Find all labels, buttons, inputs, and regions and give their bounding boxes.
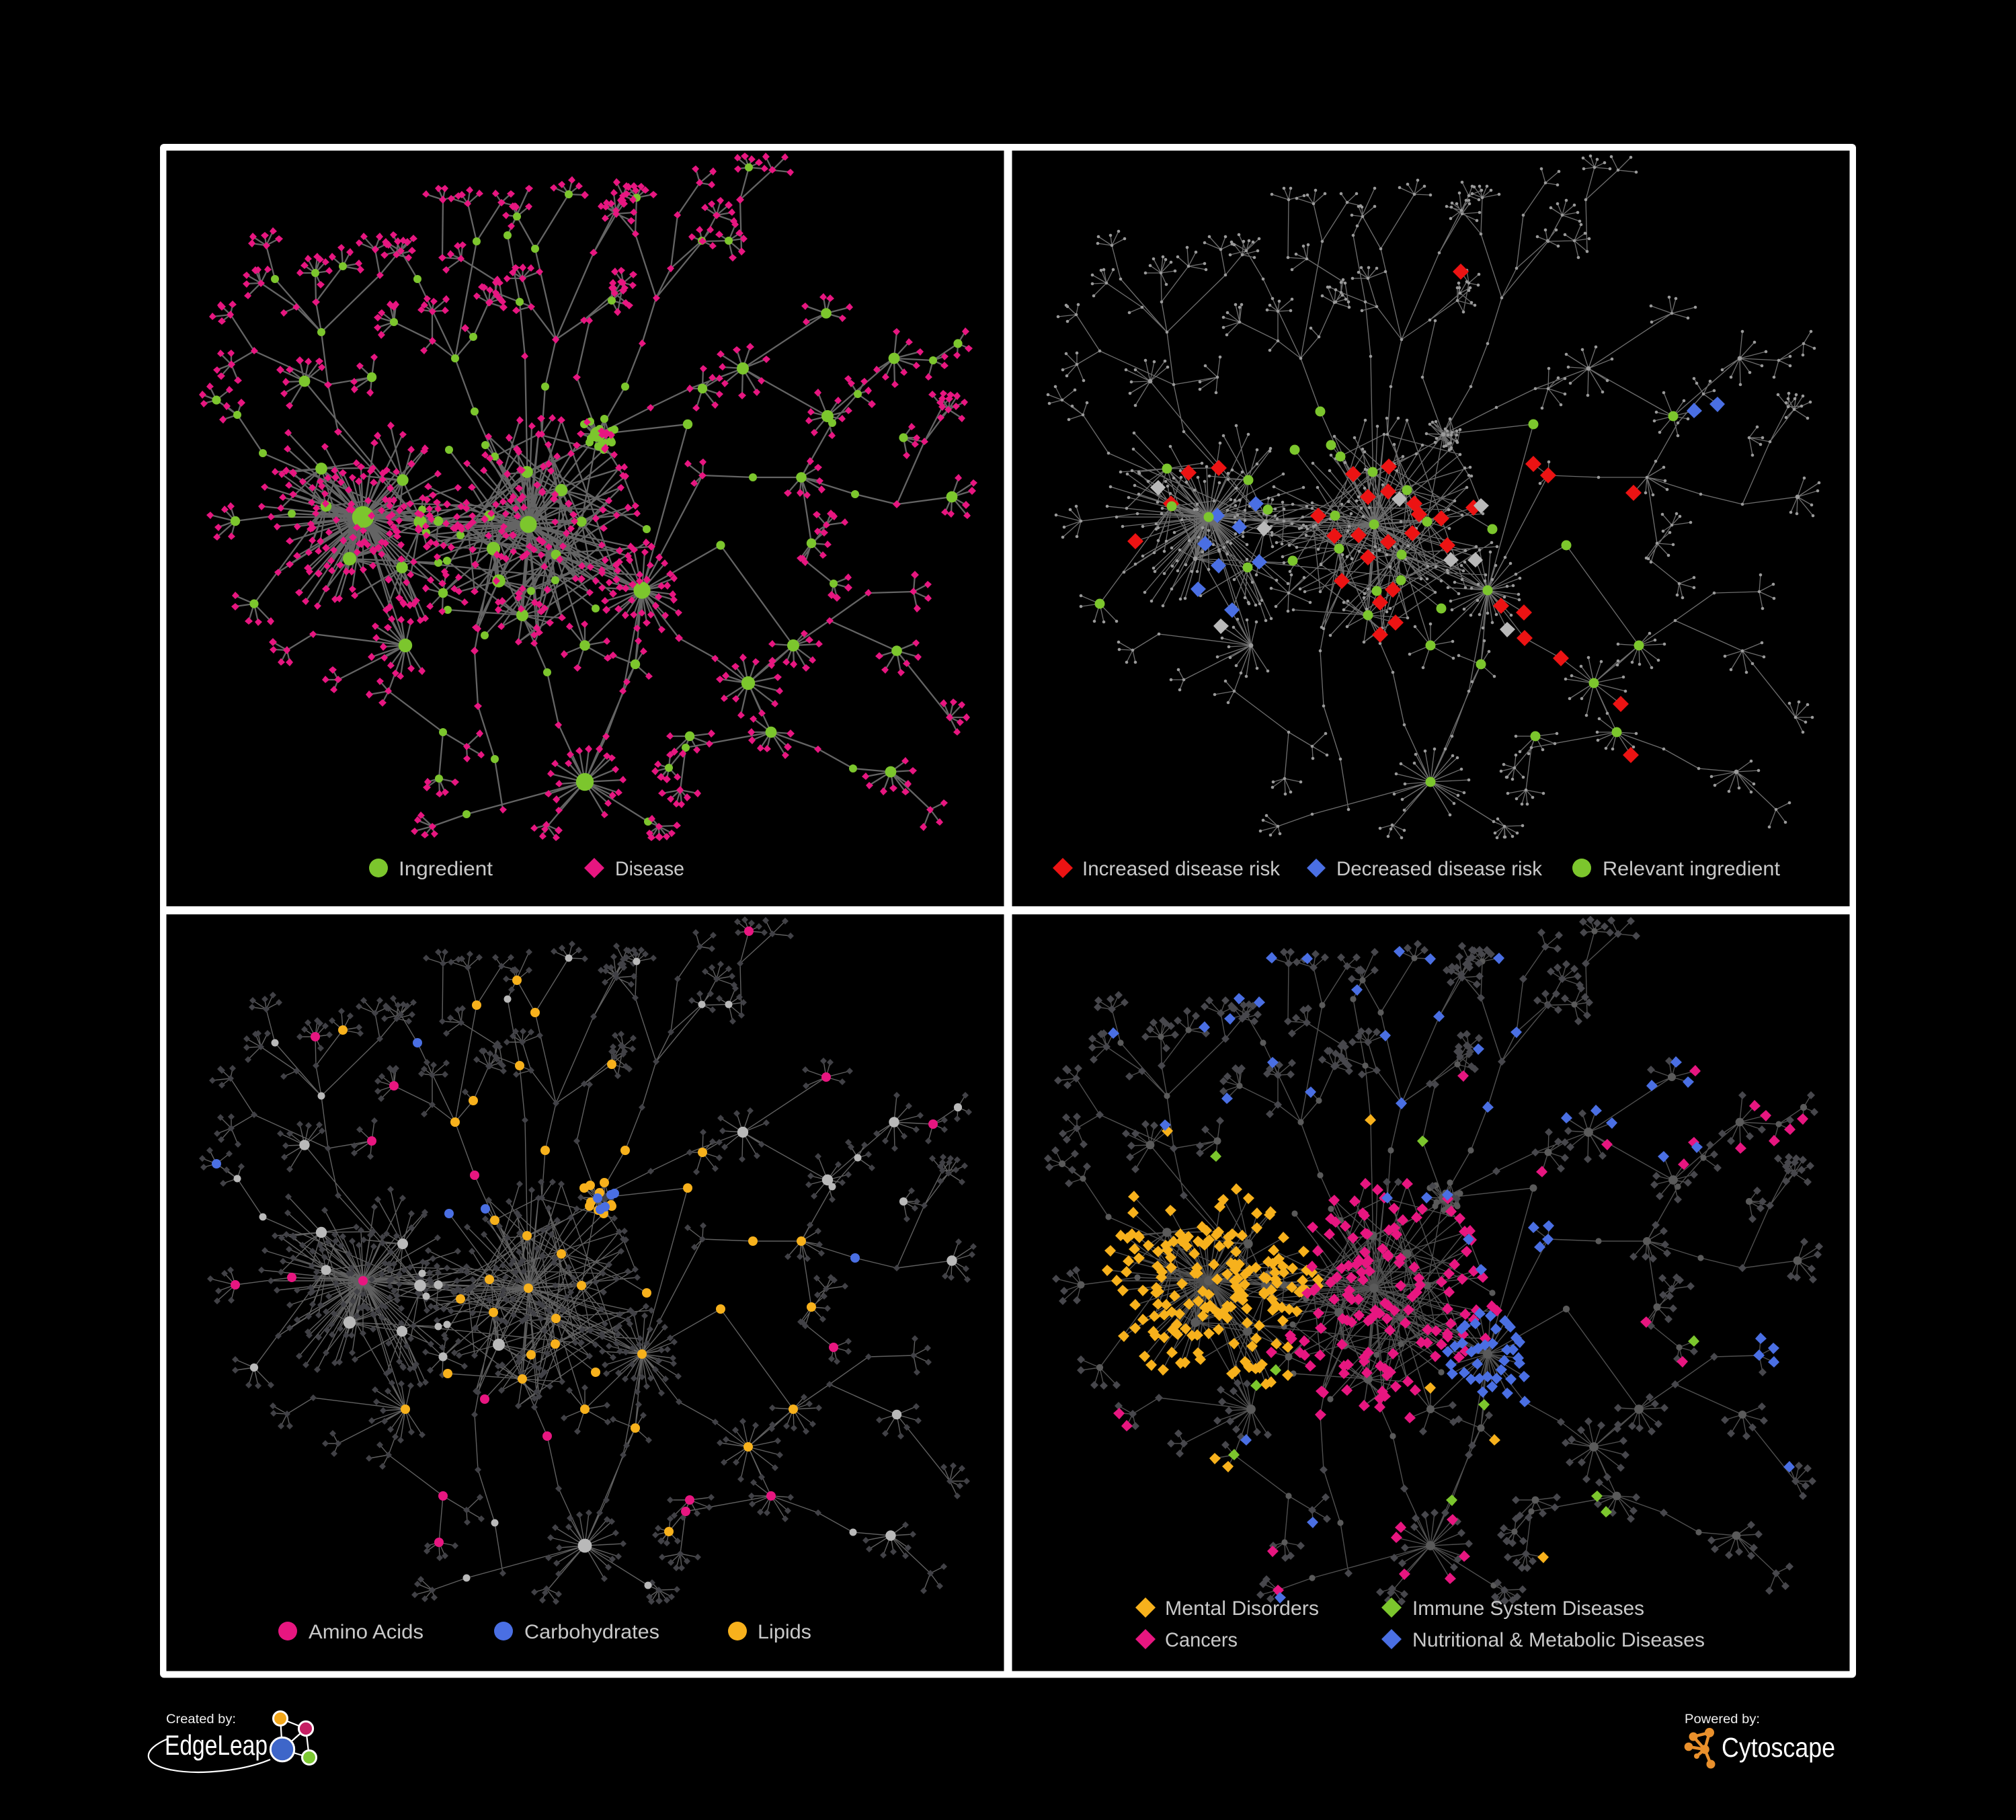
svg-text:Increased disease risk: Increased disease risk <box>1082 858 1281 880</box>
svg-text:Ingredient: Ingredient <box>399 858 493 880</box>
svg-text:Carbohydrates: Carbohydrates <box>524 1621 659 1643</box>
svg-text:Disease: Disease <box>615 858 684 880</box>
svg-text:Created by:: Created by: <box>166 1712 236 1727</box>
svg-text:Lipids: Lipids <box>758 1621 811 1643</box>
svg-text:Cytoscape: Cytoscape <box>1722 1732 1835 1763</box>
svg-text:Decreased disease risk: Decreased disease risk <box>1336 858 1543 880</box>
svg-text:Mental Disorders: Mental Disorders <box>1165 1597 1319 1620</box>
svg-text:Cancers: Cancers <box>1165 1629 1238 1651</box>
svg-text:EdgeLeap: EdgeLeap <box>165 1729 268 1761</box>
svg-text:Powered by:: Powered by: <box>1685 1712 1760 1727</box>
svg-text:Nutritional & Metabolic Diseas: Nutritional & Metabolic Diseases <box>1412 1629 1705 1651</box>
svg-text:Immune System Diseases: Immune System Diseases <box>1412 1597 1644 1620</box>
svg-text:Relevant ingredient: Relevant ingredient <box>1603 858 1781 880</box>
svg-text:Amino Acids: Amino Acids <box>309 1621 424 1643</box>
